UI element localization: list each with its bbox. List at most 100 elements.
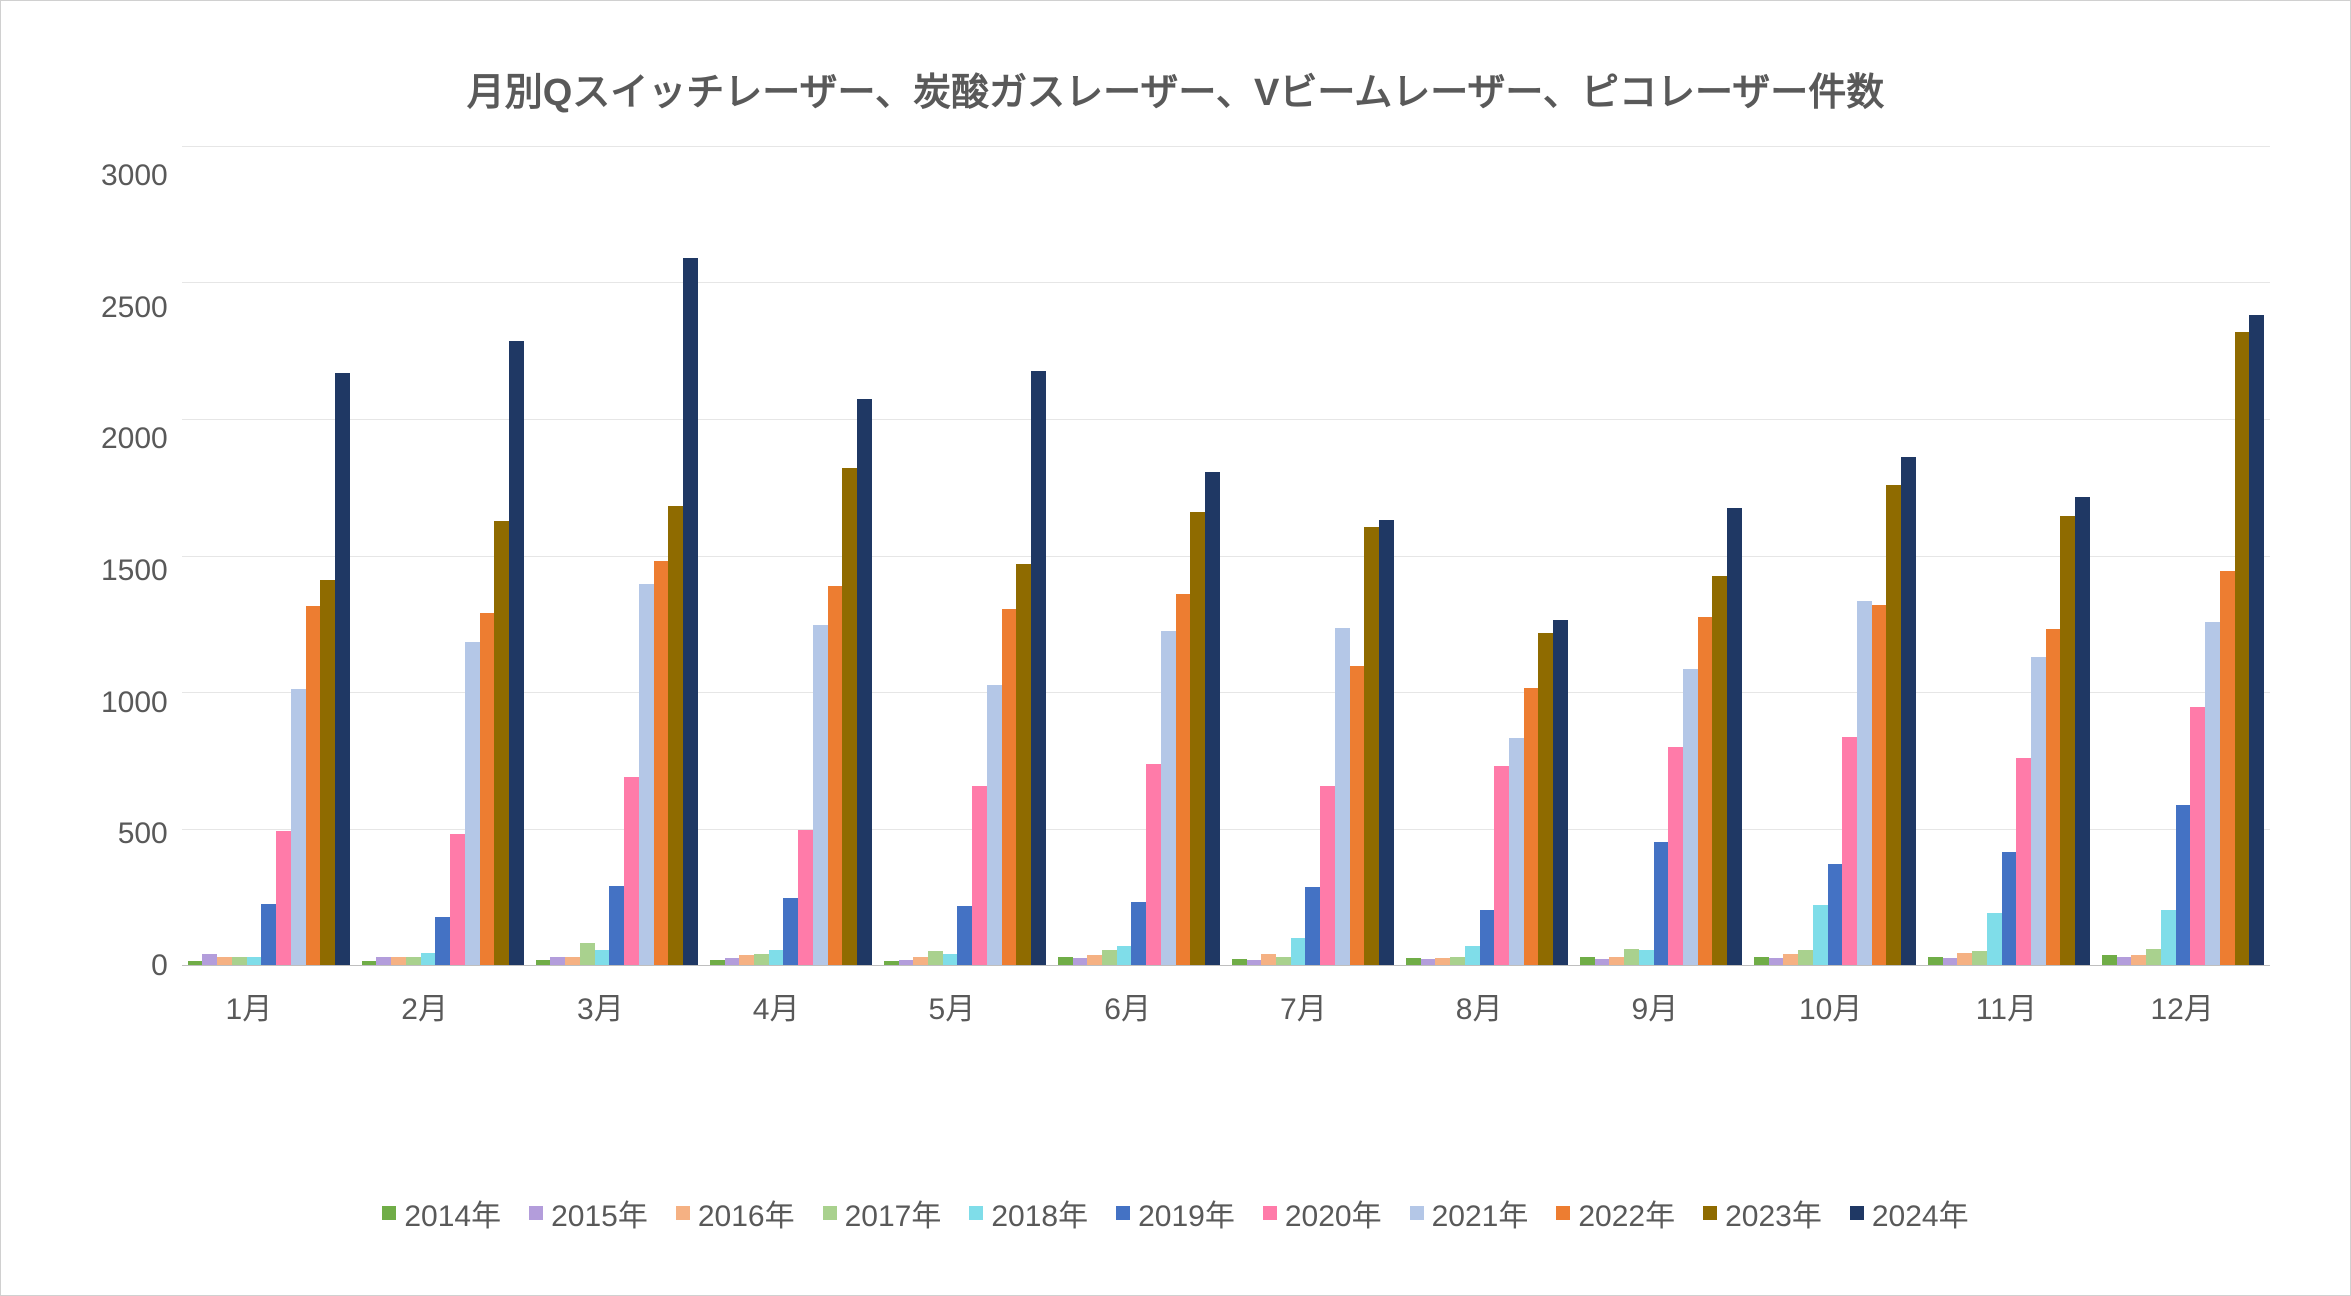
- legend-label: 2024年: [1872, 1191, 1969, 1235]
- bar-groups: [182, 146, 2270, 965]
- legend-item: 2015年: [529, 1191, 648, 1235]
- bar: [1146, 764, 1161, 965]
- bar-group: [1052, 146, 1226, 965]
- bar-group: [878, 146, 1052, 965]
- bar: [1668, 747, 1683, 965]
- bar: [550, 957, 565, 965]
- bar: [1305, 887, 1320, 965]
- bar: [1117, 946, 1132, 965]
- bar: [1553, 620, 1568, 965]
- bar: [624, 777, 639, 965]
- bar: [509, 341, 524, 965]
- bar: [987, 685, 1002, 965]
- legend-item: 2019年: [1116, 1191, 1235, 1235]
- bar-group: [1400, 146, 1574, 965]
- plot-area: [182, 146, 2270, 966]
- bar: [188, 961, 203, 965]
- legend-item: 2021年: [1410, 1191, 1529, 1235]
- bar: [2031, 657, 2046, 965]
- bar: [536, 960, 551, 965]
- bar-group: [1748, 146, 1922, 965]
- bar: [798, 830, 813, 965]
- bar: [1002, 609, 1017, 965]
- bar: [306, 606, 321, 965]
- bar: [435, 917, 450, 965]
- bar: [1972, 951, 1987, 965]
- y-axis: 300025002000150010005000: [101, 146, 182, 966]
- x-label: 4月: [688, 984, 864, 1028]
- bar: [1320, 786, 1335, 965]
- legend-label: 2020年: [1285, 1191, 1382, 1235]
- bar: [595, 950, 610, 965]
- bar: [2235, 332, 2250, 965]
- bar: [639, 584, 654, 965]
- legend-item: 2024年: [1850, 1191, 1969, 1235]
- bar: [2176, 805, 2191, 965]
- bar: [1480, 910, 1495, 965]
- bar-group: [530, 146, 704, 965]
- bar: [1957, 953, 1972, 965]
- bar: [783, 898, 798, 965]
- y-tick: 3000: [101, 161, 168, 191]
- bar: [857, 399, 872, 965]
- bar: [1421, 959, 1436, 965]
- bar: [2046, 629, 2061, 965]
- bar: [884, 961, 899, 965]
- legend-swatch: [1263, 1206, 1277, 1220]
- legend-swatch: [1850, 1206, 1864, 1220]
- bar: [972, 786, 987, 965]
- x-label: 11月: [1919, 984, 2095, 1028]
- bar: [1987, 913, 2002, 965]
- bar: [1087, 955, 1102, 965]
- legend-swatch: [823, 1206, 837, 1220]
- bar: [1698, 617, 1713, 965]
- bar-group: [1226, 146, 1400, 965]
- bar-group: [1574, 146, 1748, 965]
- bar: [2016, 758, 2031, 965]
- bar-group: [1922, 146, 2096, 965]
- bar: [828, 586, 843, 965]
- bar: [376, 957, 391, 965]
- bar: [1450, 957, 1465, 965]
- bar: [1683, 669, 1698, 965]
- legend-item: 2016年: [676, 1191, 795, 1235]
- bar: [1901, 457, 1916, 965]
- bar: [739, 955, 754, 965]
- x-label: 3月: [513, 984, 689, 1028]
- bar: [335, 373, 350, 965]
- bar: [609, 886, 624, 965]
- bar: [1828, 864, 1843, 965]
- legend-item: 2020年: [1263, 1191, 1382, 1235]
- bar: [494, 521, 509, 965]
- bar: [957, 906, 972, 965]
- bar: [291, 689, 306, 965]
- bar: [406, 957, 421, 965]
- bar: [1073, 958, 1088, 965]
- bar: [2146, 949, 2161, 965]
- legend-label: 2023年: [1725, 1191, 1822, 1235]
- x-label: 12月: [2094, 984, 2270, 1028]
- bar: [1190, 512, 1205, 965]
- legend-item: 2017年: [823, 1191, 942, 1235]
- bar: [1798, 950, 1813, 965]
- bar: [928, 951, 943, 965]
- bar: [754, 954, 769, 965]
- bar: [1509, 738, 1524, 965]
- legend-label: 2014年: [404, 1191, 501, 1235]
- bar: [1205, 472, 1220, 965]
- legend: 2014年2015年2016年2017年2018年2019年2020年2021年…: [1, 1191, 2350, 1235]
- x-label: 10月: [1743, 984, 1919, 1028]
- bar: [943, 954, 958, 965]
- bar: [1928, 957, 1943, 965]
- bar: [2102, 955, 2117, 965]
- bar: [1016, 564, 1031, 965]
- bar: [1727, 508, 1742, 965]
- x-label: 7月: [1216, 984, 1392, 1028]
- bar: [2205, 622, 2220, 965]
- legend-label: 2016年: [698, 1191, 795, 1235]
- bar: [1247, 960, 1262, 965]
- x-label: 5月: [864, 984, 1040, 1028]
- bar: [1943, 958, 1958, 965]
- legend-swatch: [1116, 1206, 1130, 1220]
- bar: [899, 960, 914, 965]
